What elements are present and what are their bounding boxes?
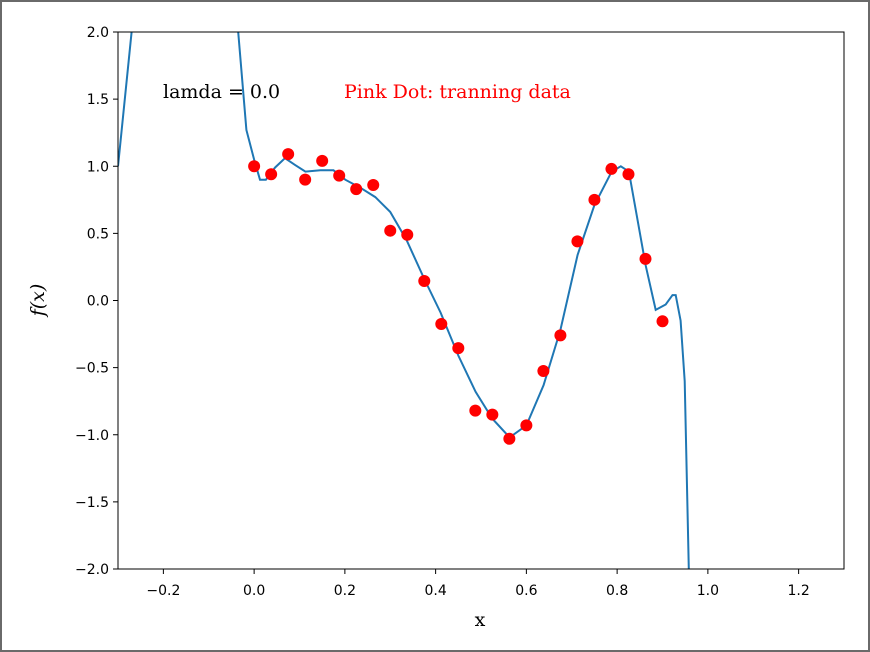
data-point xyxy=(520,419,533,432)
data-point xyxy=(316,154,329,167)
y-tick-label: 2.0 xyxy=(87,25,109,41)
data-point xyxy=(350,183,363,196)
y-tick-label: −2.0 xyxy=(75,562,109,578)
x-tick-label: 0.2 xyxy=(334,583,356,599)
data-point xyxy=(554,329,567,342)
x-tick-label: 0.8 xyxy=(606,583,628,599)
data-point xyxy=(656,315,669,328)
plot-area xyxy=(118,32,690,569)
data-point xyxy=(622,168,635,181)
data-point xyxy=(537,364,550,377)
x-tick-label: 1.2 xyxy=(787,583,809,599)
x-tick-label: −0.2 xyxy=(146,583,180,599)
curve xyxy=(118,32,690,569)
x-tick-label: 1.0 xyxy=(697,583,719,599)
data-point xyxy=(503,432,516,445)
data-point xyxy=(588,193,601,206)
data-point xyxy=(639,252,652,265)
data-point xyxy=(605,162,618,175)
data-point xyxy=(384,224,397,237)
annotation: Pink Dot: tranning data xyxy=(344,81,571,103)
data-point xyxy=(486,408,499,421)
x-tick-label: 0.0 xyxy=(243,583,265,599)
data-point xyxy=(248,160,261,173)
data-point xyxy=(282,148,295,161)
data-point xyxy=(452,342,465,355)
y-tick-label: −0.5 xyxy=(75,361,109,377)
data-point xyxy=(418,275,431,288)
data-point xyxy=(435,317,448,330)
y-tick-label: 1.5 xyxy=(87,92,109,108)
data-point xyxy=(367,179,380,192)
y-tick-label: 1.0 xyxy=(87,159,109,175)
y-tick-label: −1.5 xyxy=(75,495,109,511)
y-tick-label: 0.0 xyxy=(87,294,109,310)
data-point xyxy=(299,173,312,186)
x-tick-label: 0.6 xyxy=(515,583,537,599)
y-tick-label: 0.5 xyxy=(87,226,109,242)
y-axis-label: f(x) xyxy=(27,284,49,319)
data-point xyxy=(469,404,482,417)
annotation: lamda = 0.0 xyxy=(163,81,280,103)
data-point xyxy=(333,169,346,182)
y-tick-label: −1.0 xyxy=(75,428,109,444)
x-axis-label: x xyxy=(475,609,486,631)
data-point xyxy=(571,235,584,248)
data-point xyxy=(265,168,278,181)
data-point xyxy=(401,228,414,241)
x-tick-label: 0.4 xyxy=(424,583,446,599)
